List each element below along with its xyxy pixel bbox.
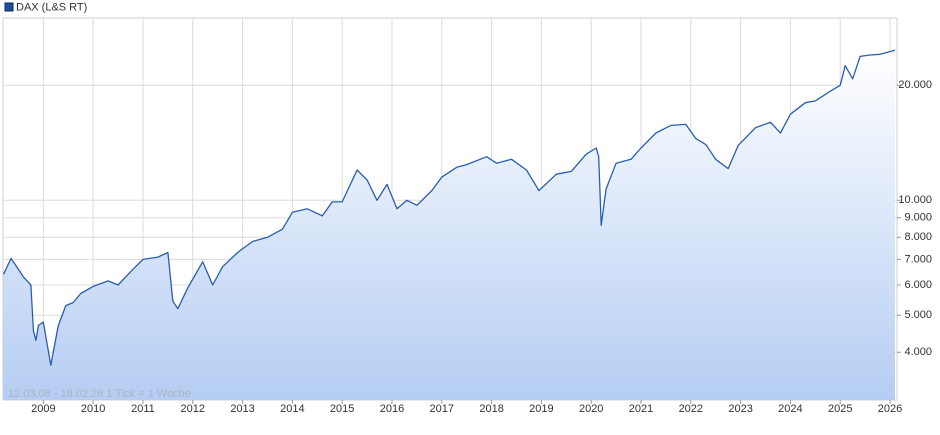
y-tick-label: 6.000: [904, 279, 932, 291]
x-tick-label: 2020: [579, 403, 603, 415]
x-tick-label: 2009: [31, 403, 55, 415]
x-tick-label: 2022: [679, 403, 703, 415]
x-tick-label: 2021: [629, 403, 653, 415]
legend-label: DAX (L&S RT): [16, 1, 87, 13]
x-tick-label: 2017: [430, 403, 454, 415]
x-tick-label: 2014: [280, 403, 304, 415]
x-tick-label: 2010: [81, 403, 105, 415]
footnote: 12.03.08 - 18.02.26 1 Tick = 1 Woche: [8, 388, 191, 400]
line: [2, 49, 896, 366]
x-tick-label: 2025: [828, 403, 852, 415]
x-tick-label: 2013: [230, 403, 254, 415]
x-tick-label: 2026: [878, 403, 902, 415]
area-fill: [3, 50, 895, 401]
x-tick-label: 2011: [131, 403, 155, 415]
y-tick-label: 20.000: [898, 79, 932, 91]
y-tick-label: 8.000: [904, 231, 932, 243]
y-tick-label: 7.000: [904, 253, 932, 265]
legend-swatch: [4, 2, 14, 12]
x-tick-label: 2015: [330, 403, 354, 415]
x-tick-label: 2024: [778, 403, 802, 415]
y-tick-label: 4.000: [904, 346, 932, 358]
x-tick-label: 2023: [728, 403, 752, 415]
x-tick-label: 2012: [181, 403, 205, 415]
y-tick-label: 5.000: [904, 309, 932, 321]
x-tick-label: 2018: [479, 403, 503, 415]
y-tick-label: 10.000: [898, 194, 932, 206]
y-tick-label: 9.000: [904, 212, 932, 224]
x-tick-label: 2019: [529, 403, 553, 415]
x-tick-label: 2016: [380, 403, 404, 415]
